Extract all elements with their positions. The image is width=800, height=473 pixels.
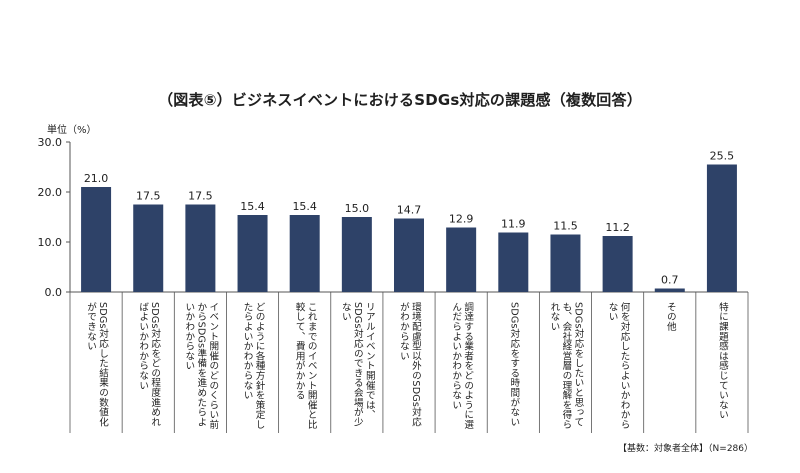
category-label: イベント開催のどのくらい前からSDGs準備を進めたらよいかわからない — [183, 302, 219, 430]
bar — [602, 236, 633, 292]
category-label: その他 — [664, 302, 676, 332]
bar — [446, 227, 477, 292]
category-label: SDGs対応をする時間がない — [508, 302, 520, 427]
y-tick-label: 0.0 — [45, 286, 63, 299]
bar — [654, 288, 685, 292]
data-label: 25.5 — [710, 150, 735, 163]
bar — [341, 217, 372, 292]
category-label-cell: SDGs対応した結果の数値化ができない — [70, 296, 122, 433]
data-label: 17.5 — [188, 190, 213, 203]
bar — [81, 187, 112, 292]
y-tick-label: 20.0 — [38, 186, 63, 199]
data-label: 21.0 — [84, 172, 109, 185]
data-label: 15.4 — [292, 200, 317, 213]
category-label: 何を対応したらよいかわからない — [606, 302, 630, 430]
data-label: 17.5 — [136, 190, 161, 203]
category-label: SDGs対応をしたいと思っても、会社経営層の理解を得られない — [548, 302, 584, 430]
category-label: これまでのイベント開催と比較して、費用がかかる — [293, 302, 317, 430]
data-label: 0.7 — [661, 274, 679, 287]
bar — [185, 204, 216, 292]
category-label-cell: 何を対応したらよいかわからない — [592, 296, 644, 433]
bar — [498, 232, 529, 292]
category-label-cell: これまでのイベント開催と比較して、費用がかかる — [279, 296, 331, 433]
data-label: 15.0 — [345, 202, 370, 215]
category-label-cell: どのように各種方針を策定したらよいかわからない — [226, 296, 278, 433]
category-label-cell: SDGs対応をする時間がない — [487, 296, 539, 433]
category-label: 環境配慮型以外のSDGs対応がわからない — [397, 302, 421, 427]
y-axis-unit-label: 単位（%） — [47, 125, 97, 136]
category-label: 特に課題感は感じていない — [716, 302, 728, 420]
data-label: 11.2 — [605, 221, 630, 234]
data-label: 12.9 — [449, 213, 474, 226]
category-label: 調達する業者をどのように選んだらよいかわからない — [450, 302, 474, 430]
category-label: SDGs対応した結果の数値化ができない — [85, 302, 109, 427]
bar — [550, 234, 581, 292]
bar — [394, 218, 424, 292]
data-label: 15.4 — [240, 200, 265, 213]
category-label: SDGs対応をどの程度進めればよいかわからない — [137, 302, 161, 427]
category-label-cell: 調達する業者をどのように選んだらよいかわからない — [435, 296, 487, 433]
data-label: 14.7 — [397, 204, 422, 217]
y-tick-label: 10.0 — [38, 236, 63, 249]
data-label: 11.5 — [553, 220, 578, 233]
category-label-cell: 環境配慮型以外のSDGs対応がわからない — [383, 296, 435, 433]
plot-area: 0.0 10.0 20.0 30.0 21.0 17.5 17.5 15.4 15.4 15.0 1… — [38, 136, 749, 433]
bar — [133, 204, 164, 292]
category-label-cell: SDGs対応をしたいと思っても、会社経営層の理解を得られない — [539, 296, 591, 433]
category-label-cell: SDGs対応をどの程度進めればよいかわからない — [122, 296, 174, 433]
bar — [706, 164, 737, 292]
y-tick-label: 30.0 — [38, 136, 63, 149]
category-label: リアルイベント開催では、SDGs対応のできる会場が少ない — [339, 302, 375, 427]
category-label: どのように各種方針を策定したらよいかわからない — [241, 302, 265, 430]
data-label: 11.9 — [501, 218, 526, 231]
footnote: 【基数：対象者全体】（N=286） — [618, 444, 753, 454]
category-label-cell: その他 — [644, 296, 696, 433]
category-label-cell: イベント開催のどのくらい前からSDGs準備を進めたらよいかわからない — [174, 296, 226, 433]
category-label-cell: リアルイベント開催では、SDGs対応のできる会場が少ない — [331, 296, 383, 433]
bar — [237, 215, 268, 292]
category-label-cell: 特に課題感は感じていない — [696, 296, 748, 433]
chart-title: （図表⑤）ビジネスイベントにおけるSDGs対応の課題感（複数回答） — [158, 91, 642, 109]
bar — [289, 215, 320, 292]
